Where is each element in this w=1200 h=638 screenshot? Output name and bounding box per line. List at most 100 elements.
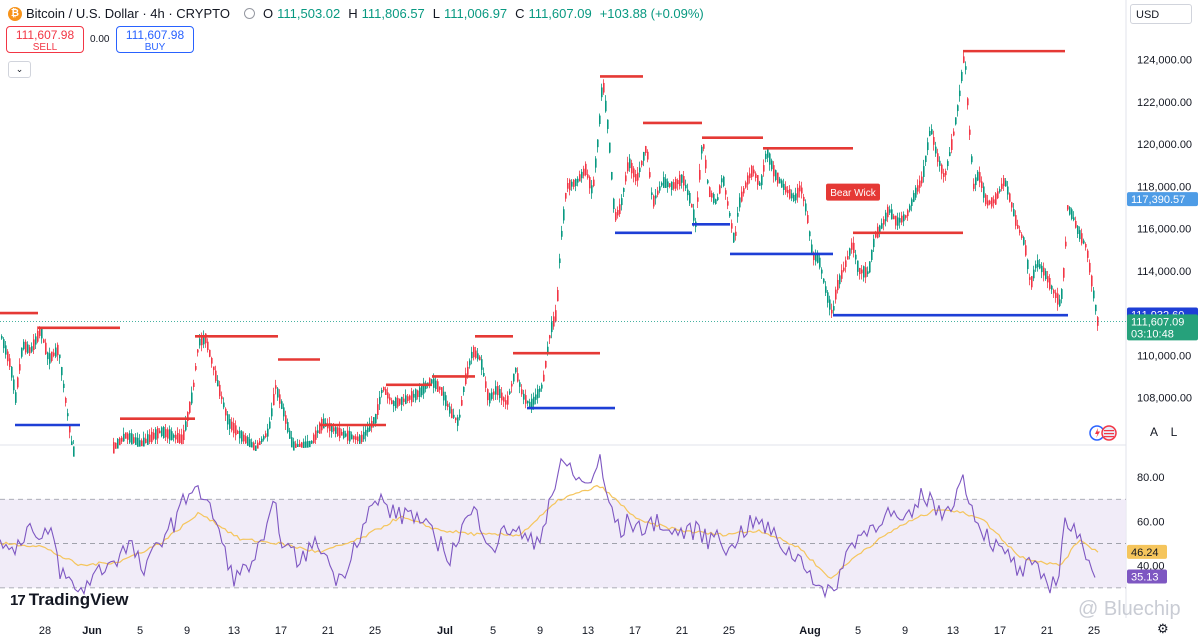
candle-body bbox=[833, 306, 835, 311]
candle-body bbox=[1033, 269, 1035, 279]
candle-body bbox=[409, 395, 411, 400]
price-axis-label-box bbox=[1127, 192, 1198, 207]
candle-body bbox=[211, 357, 213, 364]
candle-body bbox=[983, 186, 985, 198]
candle-body bbox=[647, 151, 649, 160]
events-flag-icon[interactable] bbox=[1088, 424, 1118, 442]
buy-button[interactable]: 111,607.98 BUY bbox=[116, 26, 194, 53]
candle-body bbox=[851, 242, 853, 250]
candle-body bbox=[3, 339, 5, 349]
candle-body bbox=[203, 334, 205, 345]
candle-body bbox=[931, 129, 933, 135]
candle-body bbox=[213, 366, 215, 371]
candle-body bbox=[25, 341, 27, 353]
candle-body bbox=[1043, 267, 1045, 276]
candle-body bbox=[413, 393, 415, 398]
candle-body bbox=[229, 419, 231, 429]
change-value: +103.88 (+0.09%) bbox=[599, 6, 704, 21]
candle-body bbox=[285, 415, 287, 424]
candle-body bbox=[919, 180, 921, 188]
candle-body bbox=[947, 161, 949, 167]
candle-body bbox=[393, 401, 395, 407]
candle-body bbox=[911, 199, 913, 206]
candle-body bbox=[843, 267, 845, 271]
candle-body bbox=[735, 231, 737, 236]
candle-body bbox=[949, 152, 951, 157]
candle-body bbox=[951, 139, 953, 150]
candle-body bbox=[523, 393, 525, 400]
candle-body bbox=[225, 408, 227, 416]
candle-body bbox=[295, 443, 297, 448]
candle-body bbox=[871, 249, 873, 260]
candle-body bbox=[183, 430, 185, 441]
candle-body bbox=[549, 335, 551, 339]
candle-body bbox=[1035, 264, 1037, 269]
candle-body bbox=[633, 168, 635, 178]
candle-body bbox=[495, 386, 497, 395]
candle-body bbox=[649, 172, 651, 178]
candle-body bbox=[899, 218, 901, 223]
candle-body bbox=[577, 178, 579, 183]
time-axis-tick: 13 bbox=[947, 625, 959, 637]
candle-body bbox=[231, 421, 233, 431]
candle-body bbox=[241, 431, 243, 442]
candle-body bbox=[365, 429, 367, 436]
candle-body bbox=[661, 182, 663, 186]
candle-body bbox=[563, 209, 565, 221]
candle-body bbox=[1003, 178, 1005, 187]
candle-body bbox=[15, 392, 17, 403]
time-axis-tick: 17 bbox=[275, 625, 287, 637]
candle-body bbox=[245, 436, 247, 444]
candle-body bbox=[1063, 268, 1065, 278]
candle-body bbox=[363, 431, 365, 440]
candle-body bbox=[1025, 245, 1027, 256]
candle-body bbox=[739, 197, 741, 208]
candle-body bbox=[463, 386, 465, 392]
candle-body bbox=[401, 396, 403, 405]
candle-body bbox=[181, 434, 183, 445]
candle-body bbox=[499, 389, 501, 399]
candle-body bbox=[1001, 183, 1003, 189]
candle-body bbox=[819, 257, 821, 268]
sell-button[interactable]: 111,607.98 SELL bbox=[6, 26, 84, 53]
settings-gear-icon[interactable]: ⚙ bbox=[1157, 621, 1169, 636]
candle-body bbox=[317, 430, 319, 434]
candle-body bbox=[977, 171, 979, 181]
candle-body bbox=[163, 427, 165, 438]
candle-body bbox=[1067, 205, 1069, 210]
candle-body bbox=[939, 160, 941, 166]
candle-body bbox=[21, 347, 23, 357]
candle-body bbox=[249, 439, 251, 448]
auto-scale-button[interactable]: A bbox=[1149, 425, 1158, 439]
candle-body bbox=[559, 258, 561, 264]
candle-body bbox=[9, 358, 11, 368]
candle-body bbox=[599, 115, 601, 124]
candle-body bbox=[943, 173, 945, 177]
candle-body bbox=[1021, 234, 1023, 238]
candle-body bbox=[199, 338, 201, 346]
candle-body bbox=[853, 242, 855, 253]
candle-body bbox=[1055, 292, 1057, 299]
candle-body bbox=[341, 431, 343, 436]
candle-body bbox=[803, 196, 805, 202]
candle-body bbox=[189, 401, 191, 413]
collapse-chevron-icon[interactable]: ⌄ bbox=[8, 61, 31, 78]
rsi-ma-line bbox=[0, 484, 1099, 579]
symbol-title[interactable]: Bitcoin / U.S. Dollar · 4h · CRYPTO bbox=[26, 6, 230, 21]
candle-body bbox=[643, 151, 645, 161]
low-label: L bbox=[432, 6, 441, 21]
time-axis-tick: Jul bbox=[437, 625, 453, 637]
candle-body bbox=[1069, 207, 1071, 215]
candle-body bbox=[513, 373, 515, 382]
log-scale-button[interactable]: L bbox=[1170, 425, 1178, 439]
candle-body bbox=[487, 389, 489, 401]
candle-body bbox=[339, 427, 341, 438]
candle-body bbox=[135, 437, 137, 445]
candle-body bbox=[617, 210, 619, 216]
candle-body bbox=[989, 200, 991, 205]
currency-selector[interactable]: USD bbox=[1130, 4, 1192, 24]
tradingview-logo[interactable]: 17 TradingView bbox=[10, 590, 129, 610]
candle-body bbox=[377, 404, 379, 415]
candle-body bbox=[389, 397, 391, 401]
